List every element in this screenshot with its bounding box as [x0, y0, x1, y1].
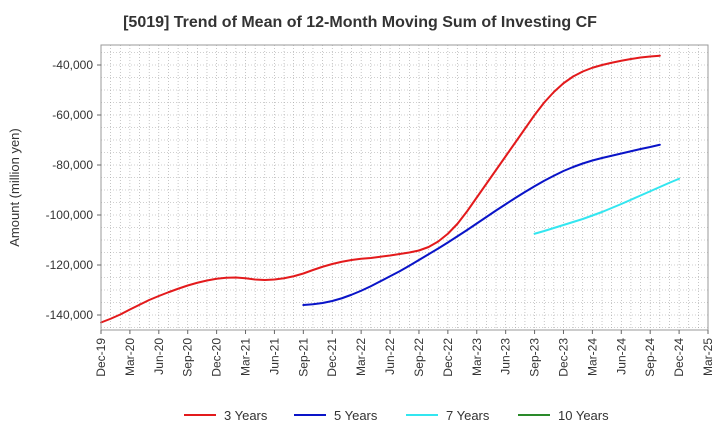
- x-tick-label: Dec-22: [441, 338, 455, 377]
- series-lines: [100, 54, 681, 324]
- legend-label: 10 Years: [558, 408, 609, 423]
- x-tick-label: Sep-21: [296, 338, 310, 377]
- x-tick-label: Mar-20: [123, 338, 137, 376]
- chart-title: [5019] Trend of Mean of 12-Month Moving …: [123, 14, 597, 31]
- x-tick-label: Mar-22: [354, 338, 368, 376]
- x-tick-label: Sep-20: [181, 338, 195, 377]
- x-axis-ticks: Dec-19 Mar-20 Jun-20 Sep-20 Dec-20 Mar-21 Jun-…: [94, 330, 715, 377]
- x-tick-label: Mar-24: [585, 338, 599, 376]
- x-tick-label: Dec-19: [94, 338, 108, 377]
- x-tick-label: Jun-23: [499, 338, 513, 375]
- y-tick-label: -100,000: [46, 208, 94, 222]
- series-line-1: [100, 54, 661, 324]
- x-tick-label: Mar-23: [470, 338, 484, 376]
- x-tick-label: Sep-22: [412, 338, 426, 377]
- series-line-2: [302, 143, 661, 306]
- y-tick-label: -80,000: [52, 158, 93, 172]
- x-tick-label: Jun-24: [614, 338, 628, 375]
- grid-lines: [101, 45, 708, 330]
- legend-label: 3 Years: [224, 408, 268, 423]
- legend-label: 5 Years: [334, 408, 378, 423]
- x-tick-label: Dec-23: [556, 338, 570, 377]
- x-tick-label: Dec-21: [325, 338, 339, 377]
- x-tick-label: Sep-23: [528, 338, 542, 377]
- series-line-3: [533, 177, 681, 235]
- x-tick-label: Dec-20: [210, 338, 224, 377]
- y-tick-label: -120,000: [46, 258, 94, 272]
- legend: 3 Years 5 Years 7 Years 10 Years: [184, 408, 609, 423]
- y-axis-title: Amount (million yen): [7, 128, 22, 247]
- x-tick-label: Jun-20: [152, 338, 166, 375]
- x-tick-label: Dec-24: [672, 338, 686, 377]
- plot-frame: [100, 44, 709, 331]
- x-tick-label: Jun-22: [383, 338, 397, 375]
- legend-label: 7 Years: [446, 408, 490, 423]
- y-tick-label: -60,000: [52, 108, 93, 122]
- y-tick-label: -40,000: [52, 58, 93, 72]
- y-axis-ticks: -40,000 -60,000 -80,000 -100,000 -120,000 -14…: [46, 58, 101, 322]
- x-tick-label: Sep-24: [643, 338, 657, 377]
- x-tick-label: Jun-21: [267, 338, 281, 375]
- x-tick-label: Mar-21: [239, 338, 253, 376]
- y-tick-label: -140,000: [46, 308, 94, 322]
- x-tick-label: Mar-25: [701, 338, 715, 376]
